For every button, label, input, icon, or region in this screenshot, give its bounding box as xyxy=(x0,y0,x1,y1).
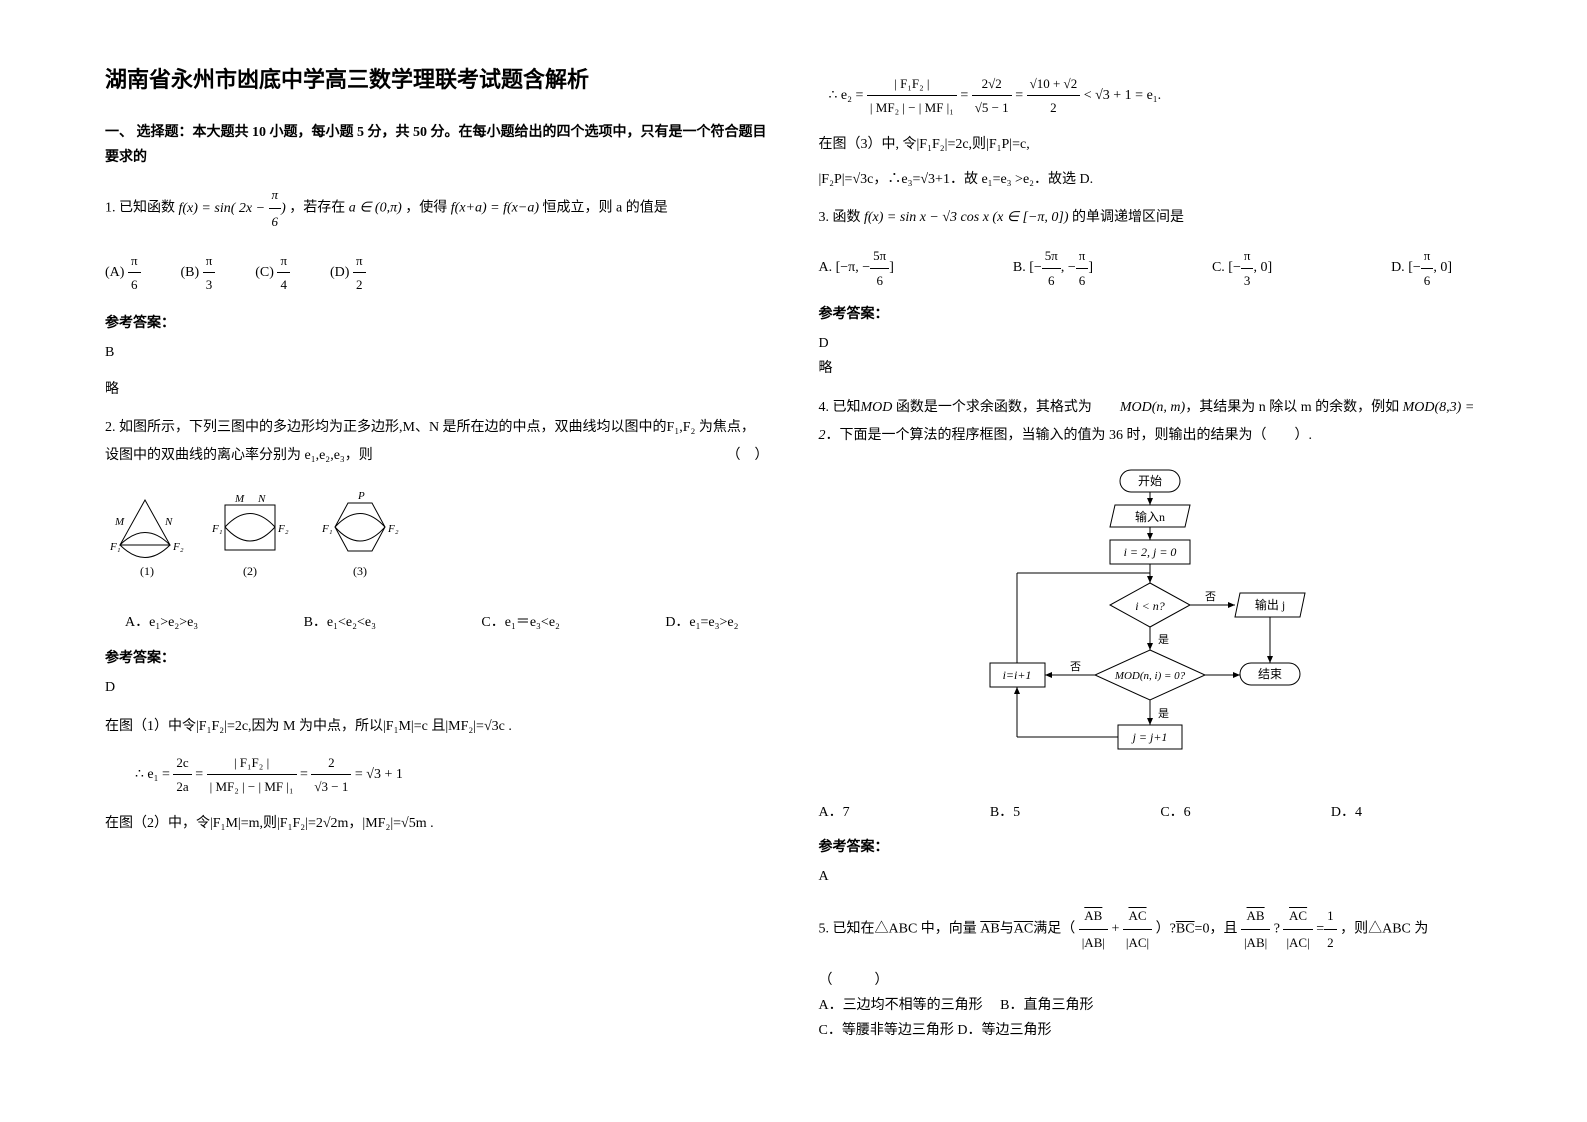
q2-sol2: ∴ e₁ = 2c2a = | F₁F₂ || MF₂ | − | MF |₁ … xyxy=(135,751,769,799)
q3-prefix: 3. 函数 xyxy=(819,210,865,225)
svg-text:输入n: 输入n xyxy=(1135,509,1165,524)
section-heading: 一、 选择题：本大题共 10 小题，每小题 5 分，共 50 分。在每小题给出的… xyxy=(105,120,769,170)
q3-optD: D. [−π6, 0] xyxy=(1391,244,1452,292)
q1-suffix: 恒成立，则 a 的值是 xyxy=(542,201,667,216)
left-column: 湖南省永州市凼底中学高三数学理联考试题含解析 一、 选择题：本大题共 10 小题… xyxy=(80,60,794,1062)
q2-figures: M N F₁ F₂ (1) M N F₁ F₂ (2) xyxy=(105,485,769,595)
svg-text:i = 2, j = 0: i = 2, j = 0 xyxy=(1124,545,1177,559)
svg-text:F₁: F₁ xyxy=(109,541,121,553)
q2-optB: B．e₁<e₂<e₃ xyxy=(304,610,376,635)
q3-answer-label: 参考答案： xyxy=(819,302,1483,327)
q4-optA: A．7 xyxy=(819,800,850,825)
svg-text:M: M xyxy=(234,493,245,505)
q3-answer: D xyxy=(819,331,1483,356)
q2-sol3: 在图（2）中，令|F₁M|=m,则|F₁F₂|=2√2m，|MF₂|=√5m . xyxy=(105,811,769,836)
q1-mid: ，若存在 xyxy=(289,201,349,216)
svg-text:否: 否 xyxy=(1070,661,1081,673)
q4-answer-label: 参考答案： xyxy=(819,835,1483,860)
q2-optC: C．e₁＝e₃<e₂ xyxy=(481,610,560,635)
right-column: ∴ e₂ = | F₁F₂ || MF₂ | − | MF |₁ = 2√2√5… xyxy=(794,60,1508,1062)
q1-mid2: ，使得 xyxy=(405,201,451,216)
q5-paren: （ ） xyxy=(819,968,1483,993)
q4-optC: C．6 xyxy=(1160,800,1190,825)
svg-text:是: 是 xyxy=(1158,707,1169,720)
svg-text:P: P xyxy=(357,490,365,502)
q2-text: 2. 如图所示，下列三图中的多边形均为正多边形,M、N 是所在边的中点，双曲线均… xyxy=(105,420,755,463)
question-2: 2. 如图所示，下列三图中的多边形均为正多边形,M、N 是所在边的中点，双曲线均… xyxy=(105,414,769,470)
q2-answer-label: 参考答案： xyxy=(105,646,769,671)
q3-optA: A. [−π, −5π6] xyxy=(819,244,894,292)
svg-text:j = j+1: j = j+1 xyxy=(1131,730,1168,744)
svg-text:N: N xyxy=(164,516,173,528)
svg-text:i < n?: i < n? xyxy=(1136,599,1165,613)
svg-text:N: N xyxy=(257,493,266,505)
q5-optCD: C．等腰非等边三角形 D．等边三角形 xyxy=(819,1018,1483,1043)
q4-answer: A xyxy=(819,864,1483,889)
q1-optD: (D) π2 xyxy=(330,249,366,297)
q2-cont-line2: 在图（3）中, 令|F₁F₂|=2c,则|F₁P|=c, xyxy=(819,132,1483,157)
q4-optD: D．4 xyxy=(1331,800,1362,825)
q2-cont-line3: |F₂P|=√3c，∴e₃=√3+1．故 e₁=e₃ >e₂．故选 D. xyxy=(819,167,1483,192)
q1-optA: (A) π6 xyxy=(105,249,141,297)
svg-text:(1): (1) xyxy=(140,564,154,578)
svg-text:F₁: F₁ xyxy=(211,523,223,535)
q4-optB: B．5 xyxy=(990,800,1020,825)
q3-optB: B. [−5π6, −π6] xyxy=(1013,244,1093,292)
q1-optC: (C) π4 xyxy=(255,249,290,297)
q1-formula: f(x) = sin( 2x − π6) xyxy=(179,201,286,216)
question-3: 3. 函数 f(x) = sin x − √3 cos x (x ∈ [−π, … xyxy=(819,204,1483,232)
q3-options: A. [−π, −5π6] B. [−5π6, −π6] C. [−π3, 0]… xyxy=(819,244,1483,292)
q2-optA: A．e₁>e₂>e₃ xyxy=(125,610,198,635)
q1-cond: a ∈ (0,π) xyxy=(349,201,402,216)
q1-note: 略 xyxy=(105,377,769,402)
svg-text:是: 是 xyxy=(1158,633,1169,646)
q2-optD: D．e₁=e₃>e₂ xyxy=(665,610,738,635)
q2-paren: （ ） xyxy=(727,442,769,470)
q1-answer-label: 参考答案： xyxy=(105,311,769,336)
svg-text:i=i+1: i=i+1 xyxy=(1003,668,1032,682)
q1-prefix: 1. 已知函数 xyxy=(105,201,179,216)
q4-flowchart: 开始 输入n i = 2, j = 0 i < n? 否 输出 j 是 MOD(… xyxy=(970,465,1330,785)
svg-text:开始: 开始 xyxy=(1138,474,1162,488)
q4-options: A．7 B．5 C．6 D．4 xyxy=(819,800,1483,825)
page-title: 湖南省永州市凼底中学高三数学理联考试题含解析 xyxy=(105,60,769,100)
q3-optC: C. [−π3, 0] xyxy=(1212,244,1272,292)
svg-text:F₂: F₂ xyxy=(277,523,289,535)
svg-text:M: M xyxy=(114,516,125,528)
q1-optB: (B) π3 xyxy=(181,249,216,297)
q3-note: 略 xyxy=(819,356,1483,381)
q5-optAB: A．三边均不相等的三角形 B．直角三角形 xyxy=(819,993,1483,1018)
q1-eq: f(x+a) = f(x−a) xyxy=(451,201,539,216)
question-1: 1. 已知函数 f(x) = sin( 2x − π6) ，若存在 a ∈ (0… xyxy=(105,182,769,235)
question-4: 4. 已知MOD 函数是一个求余函数，其格式为 MOD(n, m)，其结果为 n… xyxy=(819,394,1483,450)
svg-text:(2): (2) xyxy=(243,564,257,578)
q2-sol1: 在图（1）中令|F₁F₂|=2c,因为 M 为中点，所以|F₁M|=c 且|MF… xyxy=(105,714,769,739)
q3-suffix: 的单调递增区间是 xyxy=(1072,210,1184,225)
svg-text:否: 否 xyxy=(1205,591,1216,603)
svg-text:输出 j: 输出 j xyxy=(1255,597,1285,612)
question-5: 5. 已知在△ABC 中，向量 AB与AC满足（ AB|AB| + AC|AC|… xyxy=(819,903,1483,956)
q1-answer: B xyxy=(105,340,769,365)
svg-text:MOD(n, i) = 0?: MOD(n, i) = 0? xyxy=(1114,670,1186,682)
q2-cont-formula: ∴ e₂ = | F₁F₂ || MF₂ | − | MF |₁ = 2√2√5… xyxy=(829,72,1483,120)
svg-text:F₂: F₂ xyxy=(172,541,184,553)
q2-options: A．e₁>e₂>e₃ B．e₁<e₂<e₃ C．e₁＝e₃<e₂ D．e₁=e₃… xyxy=(105,610,769,635)
svg-text:(3): (3) xyxy=(353,564,367,578)
q1-options: (A) π6 (B) π3 (C) π4 (D) π2 xyxy=(105,249,769,297)
svg-text:F₁: F₁ xyxy=(321,523,333,535)
q2-answer: D xyxy=(105,675,769,700)
q2-polygon-figures: M N F₁ F₂ (1) M N F₁ F₂ (2) xyxy=(105,485,425,595)
svg-text:F₂: F₂ xyxy=(387,523,399,535)
svg-text:结束: 结束 xyxy=(1258,667,1282,681)
q3-formula: f(x) = sin x − √3 cos x (x ∈ [−π, 0]) xyxy=(864,210,1069,225)
